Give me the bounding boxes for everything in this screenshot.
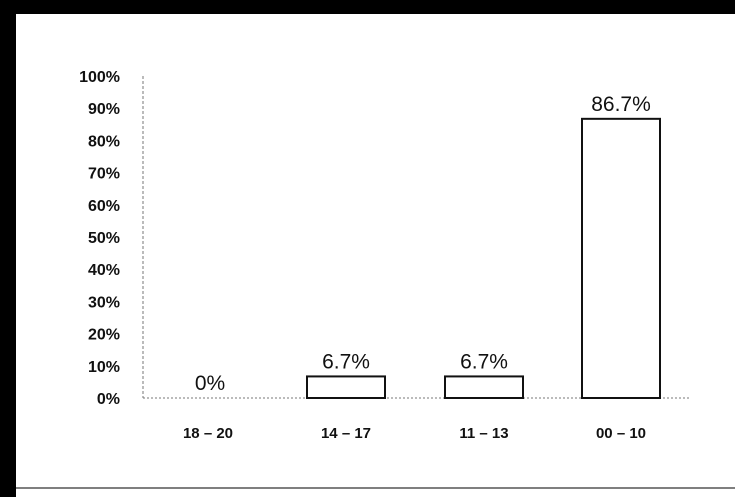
bar-data-label: 6.7% <box>322 350 370 373</box>
bars <box>306 117 661 400</box>
frame-left-border <box>0 0 16 497</box>
x-category-labels: 18 – 20 14 – 17 11 – 13 00 – 10 <box>183 425 646 442</box>
bar-data-label: 86.7% <box>591 93 651 116</box>
y-tick-label: 20% <box>88 327 120 344</box>
bar <box>306 375 386 399</box>
y-tick-labels: 0% 10% 20% 30% 40% 50% 60% 70% 80% 90% 100% <box>79 69 120 408</box>
frame-top-border <box>0 0 735 14</box>
data-labels: 0% 6.7% 6.7% 86.7% <box>195 93 651 395</box>
bar <box>444 375 524 399</box>
y-tick-label: 90% <box>88 101 120 118</box>
x-category-label: 18 – 20 <box>183 425 233 442</box>
y-tick-label: 100% <box>79 69 120 86</box>
x-category-label: 00 – 10 <box>596 425 646 442</box>
y-tick-label: 0% <box>97 391 120 408</box>
x-category-label: 14 – 17 <box>321 425 371 442</box>
y-tick-label: 70% <box>88 166 120 183</box>
y-tick-label: 40% <box>88 262 120 279</box>
y-tick-label: 80% <box>88 133 120 150</box>
y-tick-label: 50% <box>88 230 120 247</box>
bar-data-label: 0% <box>195 372 225 395</box>
y-tick-label: 30% <box>88 294 120 311</box>
bar-data-label: 6.7% <box>460 350 508 373</box>
y-tick-label: 60% <box>88 198 120 215</box>
y-tick-label: 10% <box>88 359 120 376</box>
bar <box>581 117 661 400</box>
x-category-label: 11 – 13 <box>459 425 508 442</box>
